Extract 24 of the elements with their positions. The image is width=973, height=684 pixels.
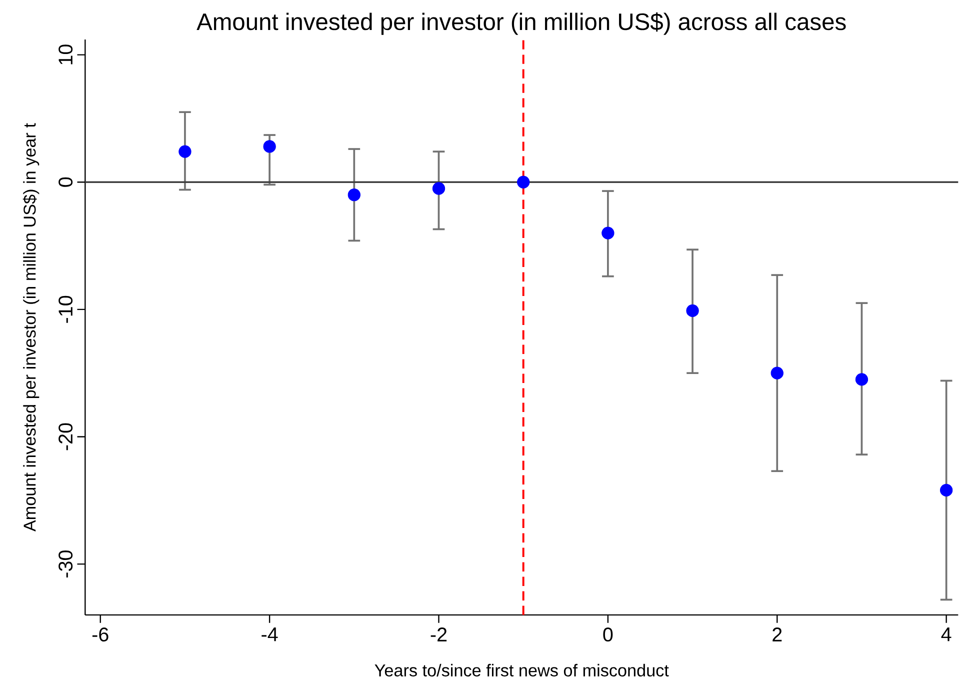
- point: [348, 188, 360, 202]
- point: [770, 366, 784, 380]
- x-tick-label: 0: [603, 627, 613, 642]
- y-tick-label: -30: [58, 550, 73, 578]
- chart-title: Amount invested per investor (in million US$) across all cases: [196, 12, 846, 35]
- x-tick-label: -6: [92, 627, 108, 642]
- point: [602, 226, 614, 240]
- point: [855, 373, 868, 386]
- point: [263, 140, 276, 153]
- x-tick-label: 2: [772, 627, 782, 642]
- point: [517, 176, 530, 188]
- y-tick-label: -10: [58, 296, 73, 323]
- x-tick-label: 4: [941, 627, 952, 642]
- point: [178, 145, 192, 158]
- y-tick-label: -20: [58, 423, 73, 450]
- y-tick-label: 10: [58, 44, 73, 64]
- y-axis-title: Amount invested per investor (in million US$) in year t: [22, 123, 40, 532]
- x-tick-label: -4: [262, 627, 278, 642]
- point: [940, 484, 953, 496]
- y-tick-label: 0: [58, 177, 73, 187]
- point: [686, 304, 699, 317]
- x-tick-label: -2: [430, 627, 447, 642]
- x-axis-title: Years to/since first news of misconduct: [374, 664, 669, 676]
- point: [432, 182, 446, 195]
